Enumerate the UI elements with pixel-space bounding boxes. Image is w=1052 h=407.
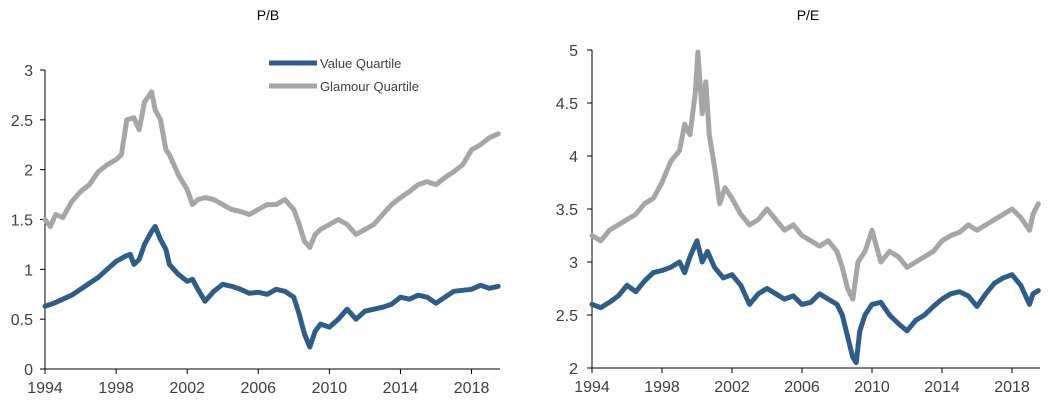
pe-x-tick-label: 2006: [784, 379, 820, 396]
pe-y-ticks: 2 2.5 3 3.5 4 4.5 5: [556, 43, 592, 378]
pe-x-tick-label: 2014: [924, 379, 960, 396]
pb-series-value-line: [42, 224, 501, 350]
pe-series: [589, 49, 1041, 366]
pb-y-tick-label: 1.5: [11, 213, 33, 230]
pb-y-tick-label: 2.5: [11, 113, 33, 130]
pe-chart-title: P/E: [797, 7, 820, 23]
pb-x-ticks: 1994 1998 2002 2006 2010 2014 2018: [27, 369, 489, 397]
pe-chart: P/E 2 2.5 3 3.5 4 4.5 5 1994 1998 2002 2006 2010 20…: [556, 7, 1041, 396]
pb-y-tick-label: 2: [24, 163, 33, 180]
pb-x-tick-label: 2010: [312, 380, 348, 397]
pb-x-tick-label: 2018: [454, 380, 490, 397]
pb-x-tick-label: 1998: [98, 380, 134, 397]
pe-x-tick-label: 2010: [854, 379, 890, 396]
pb-series-glamour-line: [42, 89, 501, 250]
pb-y-ticks: 0 0.5 1 1.5 2 2.5 3: [11, 63, 45, 379]
pb-chart: P/B 0 0.5 1 1.5 2 2.5 3 1994 1998 2002 2006 2010 20…: [11, 7, 501, 397]
pe-x-tick-label: 2002: [714, 379, 750, 396]
pe-y-tick-label: 4: [569, 149, 578, 166]
pe-y-tick-label: 3.5: [556, 202, 578, 219]
legend-label-glamour: Glamour Quartile: [320, 79, 419, 94]
pe-x-tick-label: 1994: [574, 379, 610, 396]
pb-x-tick-label: 1994: [27, 380, 63, 397]
pb-series: [42, 89, 501, 350]
pe-x-tick-label: 2018: [994, 379, 1030, 396]
legend-label-value: Value Quartile: [320, 56, 401, 71]
pb-y-tick-label: 0: [24, 362, 33, 379]
pe-x-tick-label: 1998: [644, 379, 680, 396]
pe-y-tick-label: 2.5: [556, 308, 578, 325]
pe-x-ticks: 1994 1998 2002 2006 2010 2014 2018: [574, 368, 1030, 396]
legend: Value Quartile Glamour Quartile: [269, 56, 419, 94]
pe-y-tick-label: 4.5: [556, 96, 578, 113]
pb-x-tick-label: 2014: [383, 380, 419, 397]
pb-y-tick-label: 0.5: [11, 312, 33, 329]
pe-y-tick-label: 5: [569, 43, 578, 60]
pe-series-value-line: [589, 238, 1041, 366]
pb-x-tick-label: 2006: [240, 380, 276, 397]
pb-chart-title: P/B: [257, 7, 280, 23]
pe-series-glamour-line: [589, 49, 1041, 302]
pb-y-tick-label: 1: [24, 262, 33, 279]
pb-x-tick-label: 2002: [169, 380, 205, 397]
pe-y-tick-label: 2: [569, 361, 578, 378]
pe-y-tick-label: 3: [569, 255, 578, 272]
pb-y-tick-label: 3: [24, 63, 33, 80]
